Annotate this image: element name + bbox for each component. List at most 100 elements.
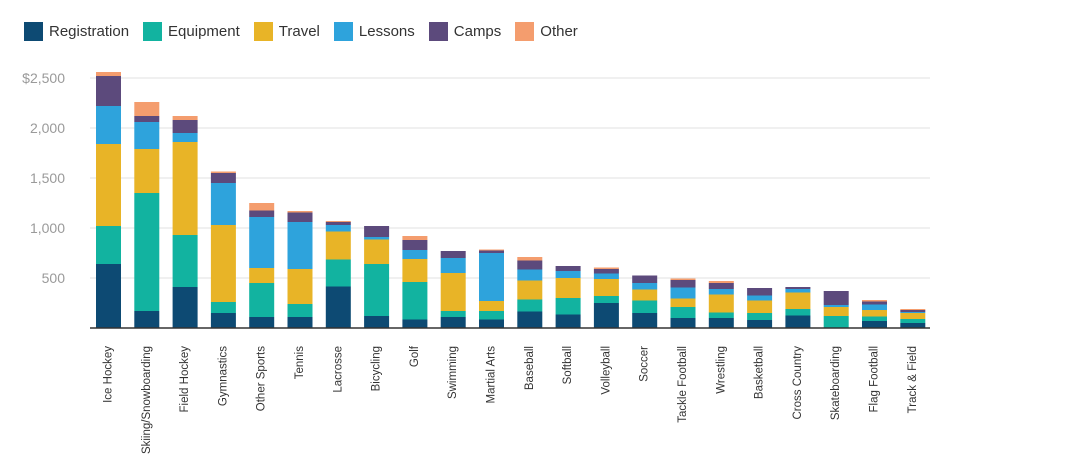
bar-segment-lessons[interactable] bbox=[670, 287, 696, 299]
bar-segment-camps[interactable] bbox=[823, 291, 849, 305]
bar-segment-travel[interactable] bbox=[632, 289, 658, 301]
bar-segment-other[interactable] bbox=[402, 236, 428, 240]
bar-segment-other[interactable] bbox=[862, 300, 887, 302]
bar-segment-lessons[interactable] bbox=[517, 269, 543, 281]
bar-segment-travel[interactable] bbox=[555, 278, 581, 298]
bar-segment-lessons[interactable] bbox=[364, 237, 390, 240]
bar-segment-equipment[interactable] bbox=[632, 300, 658, 314]
bar-segment-other[interactable] bbox=[172, 116, 198, 120]
bar-segment-other[interactable] bbox=[210, 171, 236, 174]
bar-segment-other[interactable] bbox=[900, 309, 926, 310]
bar-segment-lessons[interactable] bbox=[96, 106, 121, 144]
bar-segment-camps[interactable] bbox=[210, 173, 236, 183]
bar-segment-other[interactable] bbox=[479, 249, 504, 251]
bar-segment-camps[interactable] bbox=[96, 76, 121, 106]
bar-segment-equipment[interactable] bbox=[287, 304, 313, 317]
bar-segment-camps[interactable] bbox=[325, 222, 351, 225]
bar-segment-registration[interactable] bbox=[862, 321, 887, 328]
bar-segment-camps[interactable] bbox=[632, 275, 658, 284]
bar-segment-travel[interactable] bbox=[670, 298, 696, 308]
bar-segment-registration[interactable] bbox=[440, 317, 466, 328]
bar-segment-lessons[interactable] bbox=[823, 305, 849, 307]
bar-segment-equipment[interactable] bbox=[96, 226, 121, 264]
bar-segment-lessons[interactable] bbox=[632, 283, 658, 290]
bar-segment-other[interactable] bbox=[593, 267, 619, 270]
bar-segment-lessons[interactable] bbox=[555, 271, 581, 278]
bar-segment-lessons[interactable] bbox=[249, 217, 275, 268]
bar-segment-other[interactable] bbox=[325, 221, 351, 222]
bar-segment-registration[interactable] bbox=[287, 317, 313, 328]
bar-segment-travel[interactable] bbox=[708, 294, 734, 313]
bar-segment-lessons[interactable] bbox=[785, 289, 811, 293]
bar-segment-lessons[interactable] bbox=[210, 183, 236, 225]
bar-segment-travel[interactable] bbox=[325, 231, 351, 260]
bar-segment-lessons[interactable] bbox=[708, 289, 734, 295]
bar-segment-registration[interactable] bbox=[402, 319, 428, 329]
bar-segment-camps[interactable] bbox=[517, 260, 543, 270]
bar-segment-equipment[interactable] bbox=[785, 309, 811, 316]
bar-segment-lessons[interactable] bbox=[134, 122, 160, 149]
bar-segment-travel[interactable] bbox=[517, 280, 543, 300]
bar-segment-lessons[interactable] bbox=[325, 225, 351, 232]
bar-segment-travel[interactable] bbox=[785, 292, 811, 310]
bar-segment-equipment[interactable] bbox=[593, 296, 619, 303]
bar-segment-equipment[interactable] bbox=[555, 298, 581, 315]
bar-segment-camps[interactable] bbox=[479, 250, 504, 254]
bar-segment-registration[interactable] bbox=[747, 320, 773, 328]
bar-segment-registration[interactable] bbox=[785, 315, 811, 329]
bar-segment-camps[interactable] bbox=[440, 251, 466, 258]
bar-segment-travel[interactable] bbox=[210, 225, 236, 302]
bar-segment-equipment[interactable] bbox=[172, 235, 198, 287]
bar-segment-lessons[interactable] bbox=[900, 312, 926, 313]
bar-segment-equipment[interactable] bbox=[210, 302, 236, 313]
bar-segment-camps[interactable] bbox=[364, 226, 390, 237]
bar-segment-registration[interactable] bbox=[249, 317, 275, 328]
bar-segment-camps[interactable] bbox=[134, 116, 160, 122]
bar-segment-equipment[interactable] bbox=[747, 313, 773, 320]
bar-segment-travel[interactable] bbox=[96, 144, 121, 226]
bar-segment-camps[interactable] bbox=[747, 288, 773, 296]
bar-segment-travel[interactable] bbox=[823, 307, 849, 316]
bar-segment-registration[interactable] bbox=[210, 313, 236, 328]
bar-segment-travel[interactable] bbox=[364, 239, 390, 265]
bar-segment-travel[interactable] bbox=[172, 142, 198, 235]
legend-item-other[interactable]: Other bbox=[515, 22, 578, 41]
bar-segment-lessons[interactable] bbox=[479, 253, 504, 301]
bar-segment-camps[interactable] bbox=[785, 287, 811, 289]
bar-segment-other[interactable] bbox=[287, 211, 313, 213]
bar-segment-travel[interactable] bbox=[900, 313, 926, 319]
bar-segment-equipment[interactable] bbox=[325, 259, 351, 287]
bar-segment-other[interactable] bbox=[249, 203, 275, 211]
bar-segment-camps[interactable] bbox=[287, 212, 313, 223]
bar-segment-camps[interactable] bbox=[900, 310, 926, 312]
bar-segment-travel[interactable] bbox=[440, 273, 466, 311]
bar-segment-registration[interactable] bbox=[172, 287, 198, 328]
bar-segment-travel[interactable] bbox=[593, 279, 619, 296]
bar-segment-other[interactable] bbox=[670, 278, 696, 281]
bar-segment-registration[interactable] bbox=[96, 264, 121, 328]
bar-segment-camps[interactable] bbox=[670, 280, 696, 288]
bar-segment-travel[interactable] bbox=[862, 310, 887, 317]
legend-item-registration[interactable]: Registration bbox=[24, 22, 129, 41]
bar-segment-registration[interactable] bbox=[364, 316, 390, 328]
bar-segment-equipment[interactable] bbox=[900, 319, 926, 323]
bar-segment-registration[interactable] bbox=[593, 303, 619, 328]
bar-segment-registration[interactable] bbox=[479, 319, 504, 329]
bar-segment-equipment[interactable] bbox=[823, 316, 849, 328]
bar-segment-other[interactable] bbox=[708, 281, 734, 283]
bar-segment-camps[interactable] bbox=[593, 269, 619, 274]
bar-segment-equipment[interactable] bbox=[402, 282, 428, 320]
bar-segment-camps[interactable] bbox=[862, 301, 887, 305]
bar-segment-travel[interactable] bbox=[402, 259, 428, 282]
bar-segment-registration[interactable] bbox=[555, 314, 581, 329]
legend-item-lessons[interactable]: Lessons bbox=[333, 22, 415, 41]
bar-segment-registration[interactable] bbox=[670, 318, 696, 328]
bar-segment-registration[interactable] bbox=[134, 311, 160, 328]
bar-segment-lessons[interactable] bbox=[747, 295, 773, 301]
bar-segment-equipment[interactable] bbox=[517, 299, 543, 312]
bar-segment-travel[interactable] bbox=[747, 300, 773, 314]
bar-segment-equipment[interactable] bbox=[708, 312, 734, 319]
bar-segment-registration[interactable] bbox=[325, 286, 351, 329]
bar-segment-travel[interactable] bbox=[249, 268, 275, 283]
bar-segment-registration[interactable] bbox=[517, 311, 543, 329]
